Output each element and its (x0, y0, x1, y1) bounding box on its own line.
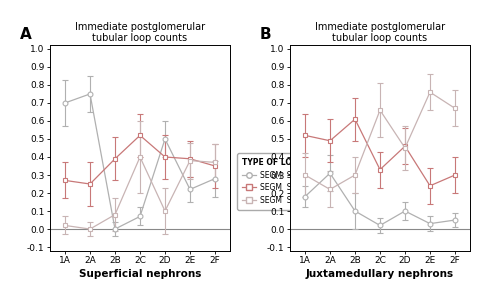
Legend: SEGM  S1, SEGM  S1-2, SEGM  S2: SEGM S1, SEGM S1-2, SEGM S2 (238, 153, 308, 210)
Title: Immediate postglomerular
tubular loop counts: Immediate postglomerular tubular loop co… (315, 21, 445, 43)
Text: A: A (20, 27, 32, 42)
Text: B: B (260, 27, 272, 42)
X-axis label: Juxtamedullary nephrons: Juxtamedullary nephrons (306, 269, 454, 279)
X-axis label: Superficial nephrons: Superficial nephrons (79, 269, 201, 279)
Title: Immediate postglomerular
tubular loop counts: Immediate postglomerular tubular loop co… (75, 21, 205, 43)
